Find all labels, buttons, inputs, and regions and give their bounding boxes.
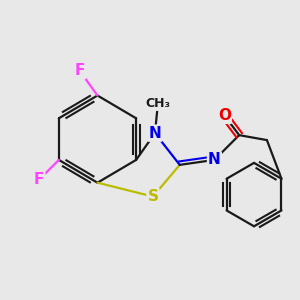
Text: N: N — [148, 126, 161, 141]
Text: F: F — [74, 63, 85, 78]
Text: N: N — [208, 152, 221, 167]
Text: F: F — [34, 172, 44, 187]
Text: CH₃: CH₃ — [146, 97, 170, 110]
Text: O: O — [218, 108, 231, 123]
Text: S: S — [148, 189, 158, 204]
